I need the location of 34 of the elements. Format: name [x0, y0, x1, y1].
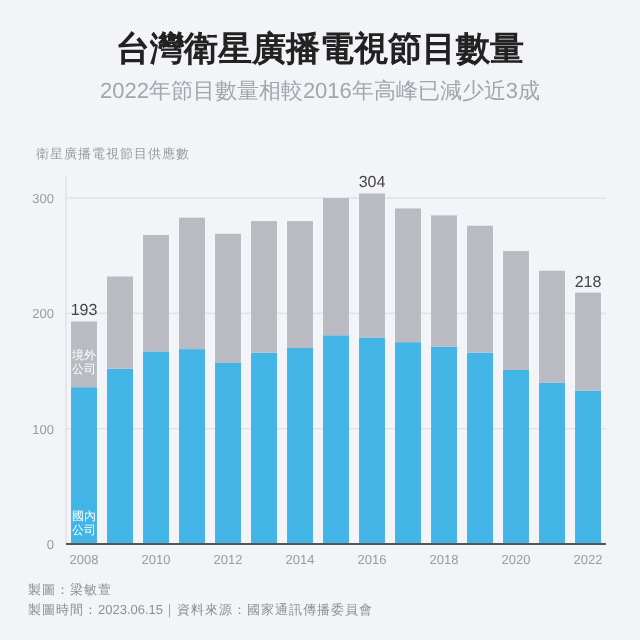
bar — [107, 276, 133, 369]
bar — [503, 251, 529, 370]
bar — [431, 346, 457, 544]
bar — [431, 215, 457, 347]
total-label: 193 — [70, 301, 99, 320]
bar — [359, 193, 385, 338]
bar — [215, 362, 241, 544]
bar — [143, 351, 169, 544]
bar — [359, 337, 385, 544]
bar — [71, 387, 97, 544]
total-label: 218 — [574, 272, 603, 291]
bar — [539, 270, 565, 383]
bar — [143, 234, 169, 352]
bar — [107, 368, 133, 544]
chart-title: 台灣衛星廣播電視節目數量 — [116, 30, 524, 68]
bar — [323, 198, 349, 336]
bar — [395, 342, 421, 544]
bar — [287, 221, 313, 348]
bar — [395, 208, 421, 343]
bar — [323, 335, 349, 544]
bar — [215, 233, 241, 363]
bar — [287, 347, 313, 544]
bar — [251, 221, 277, 353]
bar — [179, 349, 205, 544]
total-label: 304 — [358, 173, 387, 192]
bar — [539, 382, 565, 544]
bar — [503, 369, 529, 544]
bar — [467, 225, 493, 353]
bar — [467, 352, 493, 544]
bar — [179, 217, 205, 350]
chart-subtitle: 2022年節目數量相較2016年高峰已減少近3成 — [99, 78, 541, 104]
bar — [575, 292, 601, 391]
bar — [251, 352, 277, 544]
bar — [575, 390, 601, 544]
